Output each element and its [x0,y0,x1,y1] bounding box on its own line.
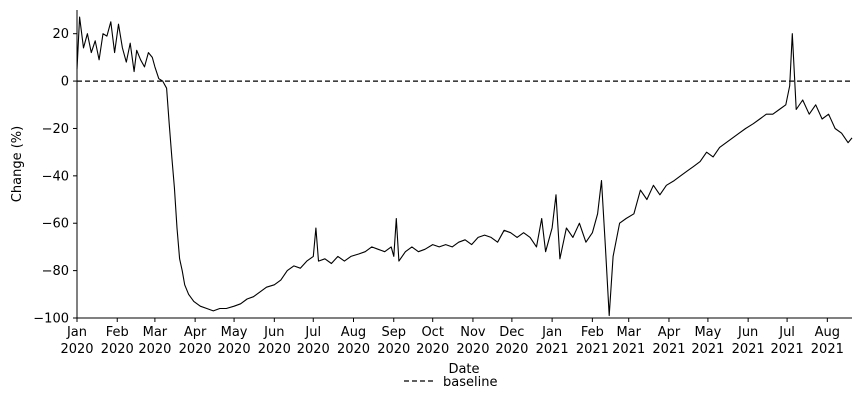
x-ticks: Jan 2020 Feb 2020 Mar 2020 Apr 2020 May 2020 Jun 20… [60,318,844,357]
change-series-line [76,16,853,317]
x-tick-label-month: Nov [460,325,486,340]
x-tick-label-month: Jul [304,325,321,340]
y-tick-label: −80 [42,264,69,279]
y-tick-label: 20 [52,27,69,42]
x-tick-label-year: 2020 [377,342,410,357]
x-axis-label: Date [448,362,479,377]
x-tick-label-year: 2021 [612,342,645,357]
x-tick-label-year: 2020 [456,342,489,357]
x-tick-label-year: 2020 [495,342,528,357]
x-tick-label-month: Mar [616,325,641,340]
x-tick-label-year: 2020 [297,342,330,357]
x-tick-label-year: 2020 [101,342,134,357]
y-tick-label: −40 [42,169,69,184]
y-tick-label: −100 [33,312,69,327]
x-tick-label-year: 2021 [811,342,844,357]
x-tick-label-month: Aug [341,325,366,340]
x-tick-label-year: 2020 [179,342,212,357]
legend: baseline [404,375,497,390]
x-tick-label-year: 2021 [652,342,685,357]
x-tick-label-year: 2020 [337,342,370,357]
x-tick-label-month: Jun [263,325,284,340]
x-tick-label-month: Aug [815,325,840,340]
x-tick-label-month: Apr [658,325,681,340]
x-tick-label-year: 2021 [771,342,804,357]
x-tick-label-month: Jan [66,325,87,340]
x-tick-label-year: 2021 [576,342,609,357]
x-tick-label-month: Oct [421,325,443,340]
x-tick-label-month: May [221,325,248,340]
y-tick-label: −60 [42,217,69,232]
x-tick-label-month: May [694,325,721,340]
x-tick-label-year: 2020 [218,342,251,357]
y-axis-label: Change (%) [10,126,25,202]
x-tick-label-year: 2020 [60,342,93,357]
x-tick-label-month: Mar [143,325,168,340]
y-tick-label: 0 [61,75,69,90]
x-tick-label-month: Sep [381,325,406,340]
y-ticks: 20 0 −20 −40 −60 −80 −100 [33,27,77,327]
x-tick-label-month: Apr [184,325,207,340]
axes [76,10,852,319]
x-tick-label-year: 2021 [536,342,569,357]
legend-label-baseline: baseline [443,375,497,390]
x-tick-label-year: 2020 [138,342,171,357]
x-tick-label-year: 2021 [691,342,724,357]
x-tick-label-month: Jun [737,325,758,340]
x-tick-label-month: Feb [106,325,129,340]
x-tick-label-month: Dec [499,325,524,340]
x-tick-label-year: 2021 [732,342,765,357]
x-tick-label-month: Jan [541,325,562,340]
x-tick-label-year: 2020 [416,342,449,357]
x-tick-label-month: Feb [581,325,604,340]
x-tick-label-month: Jul [778,325,795,340]
x-tick-label-year: 2020 [258,342,291,357]
y-tick-label: −20 [42,122,69,137]
plot-area [76,16,853,317]
